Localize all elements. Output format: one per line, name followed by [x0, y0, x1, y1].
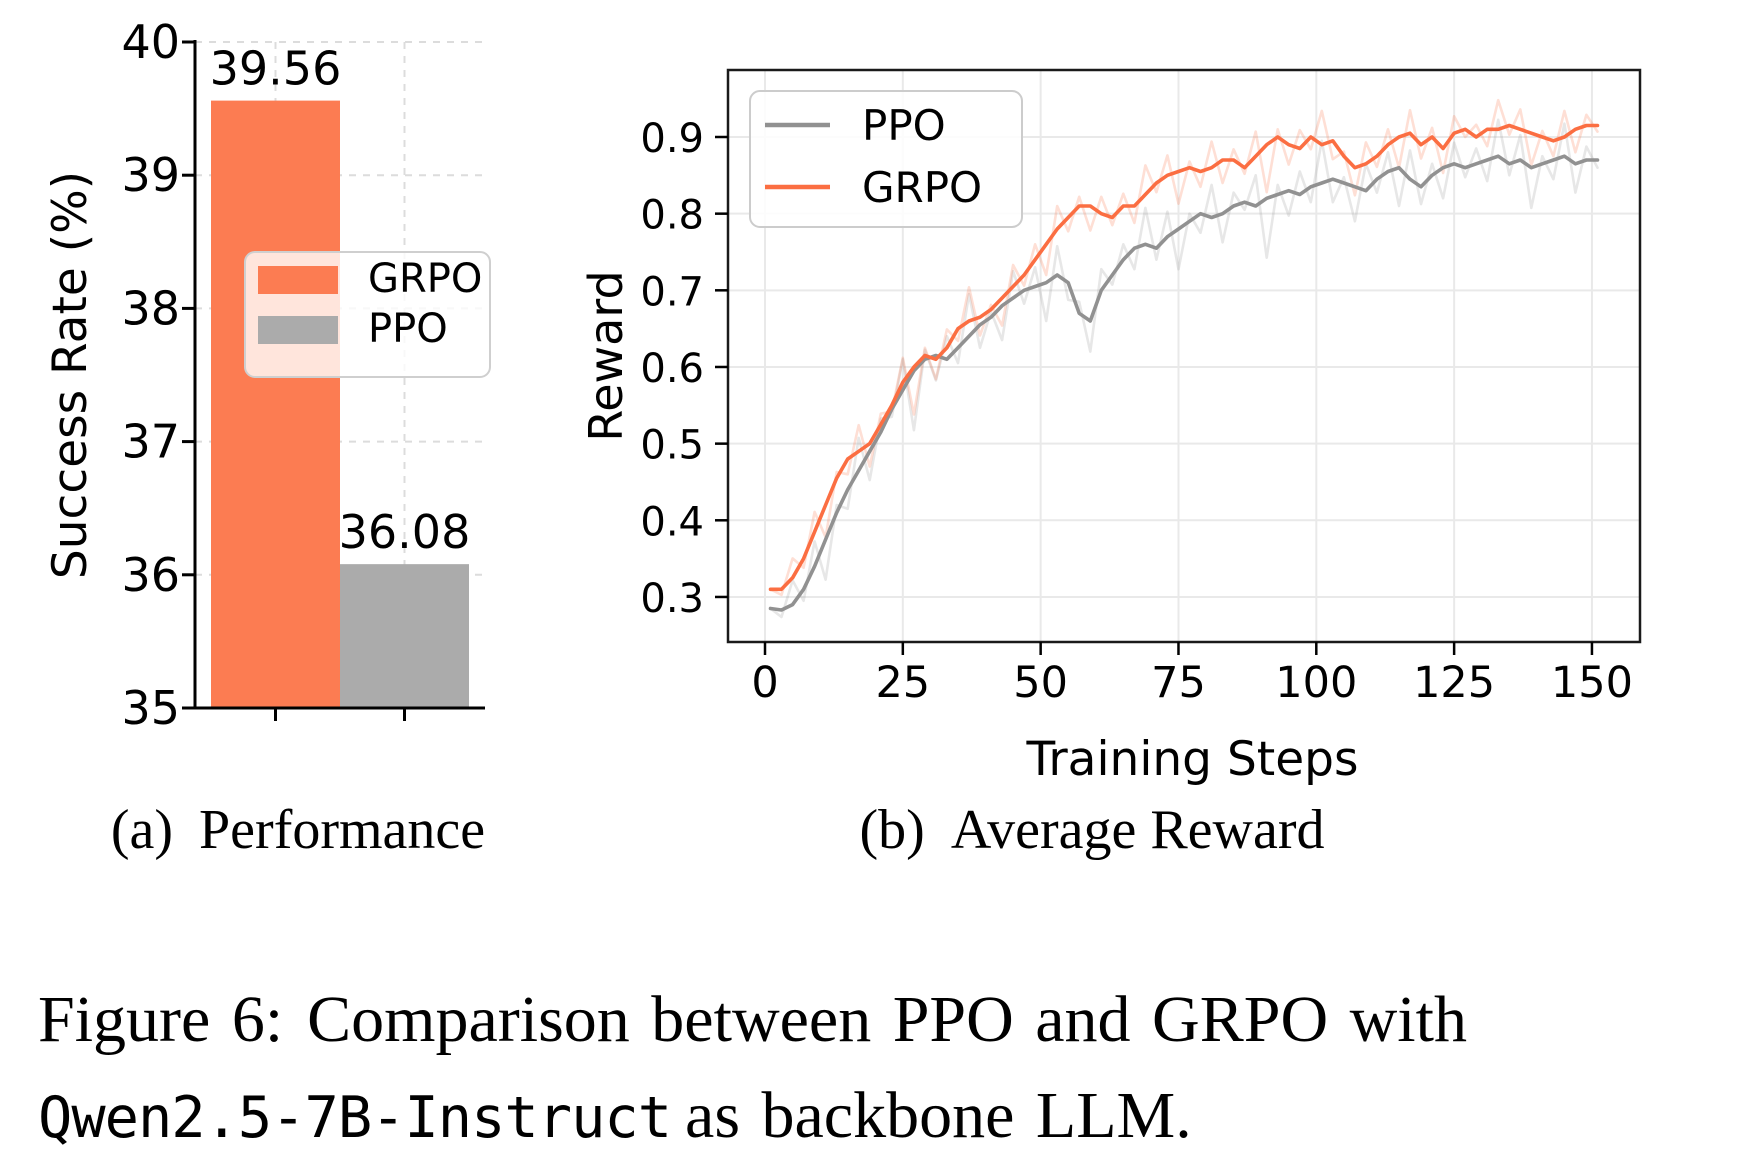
svg-text:0: 0: [751, 658, 778, 708]
svg-text:36.08: 36.08: [339, 505, 471, 559]
figure-caption: Figure 6: Comparison between PPO and GRPO…: [38, 972, 1738, 1166]
svg-text:GRPO: GRPO: [862, 163, 982, 212]
svg-text:150: 150: [1551, 658, 1633, 708]
subcaption-a: (a) Performance: [111, 798, 485, 862]
svg-text:PPO: PPO: [862, 101, 946, 150]
subcaption-b-text: Average Reward: [950, 799, 1325, 861]
figure-caption-text1: Comparison between PPO and GRPO with: [307, 983, 1467, 1056]
svg-text:Training Steps: Training Steps: [1026, 732, 1359, 787]
svg-text:0.3: 0.3: [640, 576, 704, 622]
svg-text:40: 40: [121, 15, 180, 69]
figure-caption-line2: Qwen2.5-7B-Instruct as backbone LLM.: [38, 1068, 1738, 1166]
svg-text:39: 39: [121, 148, 180, 202]
svg-text:50: 50: [1013, 658, 1068, 708]
svg-text:0.9: 0.9: [640, 116, 704, 162]
svg-text:PPO: PPO: [368, 306, 448, 352]
subcaption-b: (b) Average Reward: [860, 798, 1325, 862]
svg-text:37: 37: [121, 415, 180, 469]
svg-text:GRPO: GRPO: [368, 256, 482, 302]
svg-text:100: 100: [1275, 658, 1357, 708]
subcaption-b-label: (b): [859, 799, 925, 861]
svg-text:38: 38: [121, 281, 180, 335]
subcaption-a-text: Performance: [199, 799, 486, 861]
svg-text:75: 75: [1151, 658, 1206, 708]
svg-text:0.4: 0.4: [640, 499, 704, 545]
figure-caption-line1: Figure 6: Comparison between PPO and GRPO…: [38, 972, 1738, 1068]
figure-caption-label: Figure 6:: [38, 983, 284, 1056]
svg-text:0.5: 0.5: [640, 423, 704, 469]
subcaption-a-label: (a): [110, 799, 174, 861]
bar-chart-panel-a: 39.56 36.08 35 36 37 38 39 40 Success Rate (%) GR…: [43, 15, 491, 735]
figure-caption-code: Qwen2.5-7B-Instruct: [38, 1085, 672, 1151]
svg-text:39.56: 39.56: [210, 42, 342, 96]
svg-text:125: 125: [1413, 658, 1495, 708]
svg-text:Success Rate (%): Success Rate (%): [43, 171, 98, 579]
svg-text:0.6: 0.6: [640, 346, 704, 392]
svg-text:Reward: Reward: [579, 270, 633, 441]
line-chart-panel-b: 0 25 50 75 100 125 150 0.3 0.4 0.5 0.6 0.7 0.8 0.9 Tra…: [579, 68, 1642, 787]
figure-caption-text2: as backbone LLM.: [685, 1079, 1192, 1152]
svg-text:36: 36: [121, 548, 180, 602]
svg-text:35: 35: [121, 681, 180, 735]
svg-text:0.8: 0.8: [640, 193, 704, 239]
svg-text:25: 25: [875, 658, 930, 708]
svg-text:0.7: 0.7: [640, 269, 704, 315]
